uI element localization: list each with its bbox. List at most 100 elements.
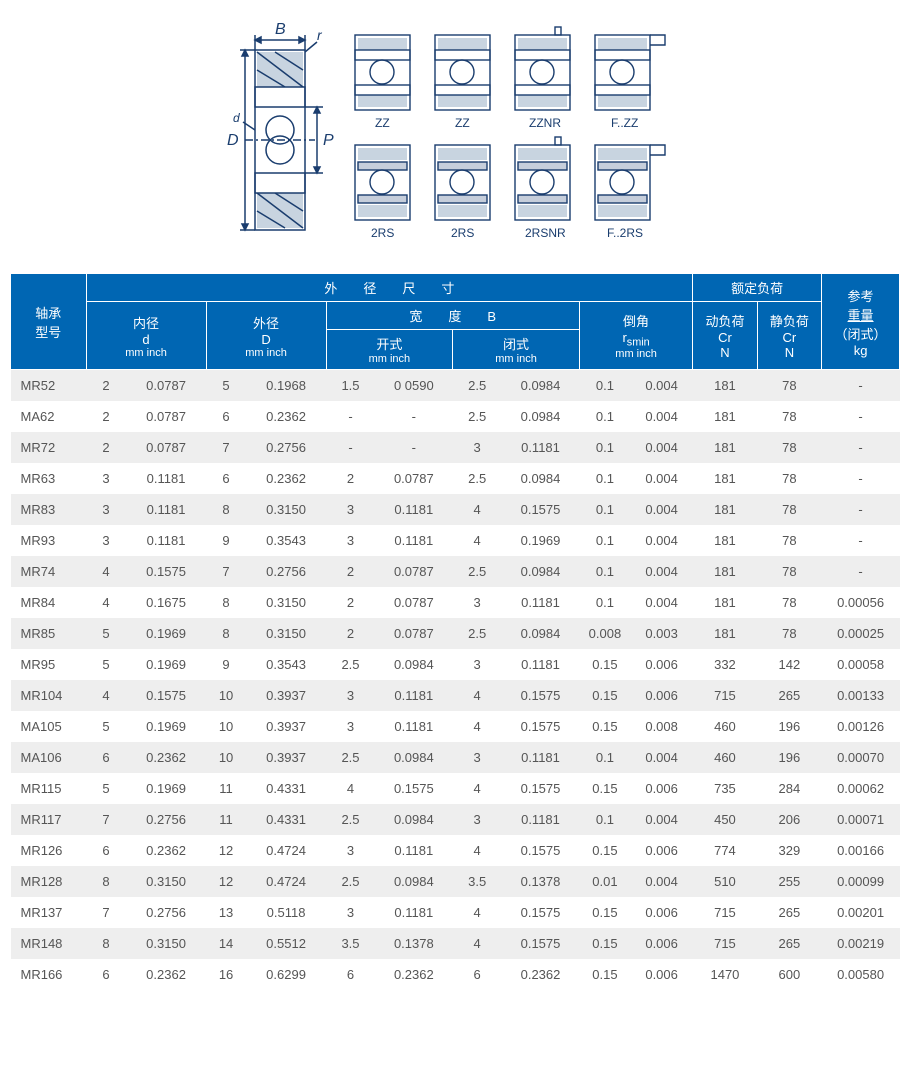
table-cell: 0.00058	[822, 649, 900, 680]
table-cell: 0.0787	[375, 587, 453, 618]
table-cell: 4	[453, 897, 502, 928]
table-cell: 0.008	[579, 618, 630, 649]
table-cell: 0.0984	[375, 866, 453, 897]
table-cell: 0.004	[631, 742, 693, 773]
table-cell: 0.00071	[822, 804, 900, 835]
table-cell: 2	[86, 432, 126, 463]
table-cell: 0.004	[631, 432, 693, 463]
table-cell: 0.3937	[246, 680, 326, 711]
table-cell: 0.1	[579, 804, 630, 835]
table-cell: 10	[206, 711, 246, 742]
table-cell: 78	[757, 587, 821, 618]
bearing-diagram: B r D P d	[10, 20, 900, 253]
table-cell: 0.1675	[126, 587, 206, 618]
table-cell: 3.5	[453, 866, 502, 897]
table-cell: 3	[86, 525, 126, 556]
table-cell: 181	[693, 587, 757, 618]
bearing-table: 轴承型号 外 径 尺 寸 额定负荷 参考重量（闭式）kg 内径dmm inch …	[10, 273, 900, 990]
table-cell: 6	[86, 742, 126, 773]
table-row: MR12880.3150120.47242.50.09843.50.13780.…	[11, 866, 900, 897]
table-cell: 0.004	[631, 525, 693, 556]
table-cell: 0.1	[579, 432, 630, 463]
table-cell: 0.00166	[822, 835, 900, 866]
table-cell: 3	[453, 649, 502, 680]
table-cell: 0.6299	[246, 959, 326, 990]
table-row: MR10440.1575100.393730.118140.15750.150.…	[11, 680, 900, 711]
table-cell: 2.5	[453, 556, 502, 587]
table-cell: 735	[693, 773, 757, 804]
table-cell: 0.006	[631, 928, 693, 959]
table-cell: 0.3150	[246, 587, 326, 618]
table-cell: 3	[453, 742, 502, 773]
table-cell: 0.3150	[246, 494, 326, 525]
table-cell: 0.01	[579, 866, 630, 897]
table-cell: 0.0984	[375, 649, 453, 680]
table-cell: 14	[206, 928, 246, 959]
table-cell: 0.00201	[822, 897, 900, 928]
table-row: MR8440.167580.315020.078730.11810.10.004…	[11, 587, 900, 618]
table-cell: 0.5118	[246, 897, 326, 928]
table-cell: 0.006	[631, 897, 693, 928]
table-cell: 6	[326, 959, 375, 990]
header-inner-dia: 内径dmm inch	[86, 302, 206, 370]
table-cell: 0.15	[579, 711, 630, 742]
table-cell: 460	[693, 711, 757, 742]
table-cell: 715	[693, 928, 757, 959]
table-cell: 3	[326, 897, 375, 928]
table-cell: 0.006	[631, 835, 693, 866]
table-cell: 0.004	[631, 804, 693, 835]
table-cell: 0.4724	[246, 866, 326, 897]
table-cell: -	[822, 494, 900, 525]
table-row: MR9330.118190.354330.118140.19690.10.004…	[11, 525, 900, 556]
table-cell: 0.3543	[246, 649, 326, 680]
table-cell: 0.1	[579, 463, 630, 494]
table-cell: 181	[693, 494, 757, 525]
table-row: MR9550.196990.35432.50.098430.11810.150.…	[11, 649, 900, 680]
table-cell: 0.1969	[502, 525, 580, 556]
table-cell: 0.15	[579, 959, 630, 990]
table-cell: 4	[453, 928, 502, 959]
table-cell: -	[326, 401, 375, 432]
header-rated-load: 额定负荷	[693, 274, 822, 302]
table-cell: 0.004	[631, 463, 693, 494]
table-cell: 206	[757, 804, 821, 835]
table-cell: 3	[453, 432, 502, 463]
table-cell: 0.3937	[246, 742, 326, 773]
table-cell: 284	[757, 773, 821, 804]
table-cell: 181	[693, 432, 757, 463]
table-cell: 0.00025	[822, 618, 900, 649]
table-cell: 0.006	[631, 773, 693, 804]
table-cell: 0.3937	[246, 711, 326, 742]
table-row: MA10550.1969100.393730.118140.15750.150.…	[11, 711, 900, 742]
table-cell: 0.004	[631, 587, 693, 618]
table-cell: 12	[206, 835, 246, 866]
table-cell: 0.00133	[822, 680, 900, 711]
table-cell: 0.1181	[375, 835, 453, 866]
table-cell: 1470	[693, 959, 757, 990]
table-cell: 2.5	[453, 618, 502, 649]
table-cell: MR72	[11, 432, 87, 463]
header-chamfer: 倒角rsminmm inch	[579, 302, 692, 370]
table-cell: MR85	[11, 618, 87, 649]
table-cell: 78	[757, 370, 821, 402]
table-cell: 3	[326, 494, 375, 525]
table-cell: 0.1969	[126, 773, 206, 804]
table-cell: 0.1575	[502, 494, 580, 525]
table-cell: 0.4331	[246, 804, 326, 835]
table-cell: MR104	[11, 680, 87, 711]
table-cell: 0.1181	[502, 587, 580, 618]
table-cell: 78	[757, 401, 821, 432]
table-cell: 7	[206, 556, 246, 587]
table-cell: 0.00219	[822, 928, 900, 959]
table-cell: 6	[206, 401, 246, 432]
table-cell: 0.1181	[375, 525, 453, 556]
table-cell: 0.15	[579, 649, 630, 680]
table-cell: 0.15	[579, 773, 630, 804]
table-cell: 5	[86, 773, 126, 804]
table-cell: 0.008	[631, 711, 693, 742]
table-row: MA6220.078760.2362--2.50.09840.10.004181…	[11, 401, 900, 432]
table-cell: 450	[693, 804, 757, 835]
table-cell: MR126	[11, 835, 87, 866]
table-cell: 0.3543	[246, 525, 326, 556]
table-row: MR11550.1969110.433140.157540.15750.150.…	[11, 773, 900, 804]
